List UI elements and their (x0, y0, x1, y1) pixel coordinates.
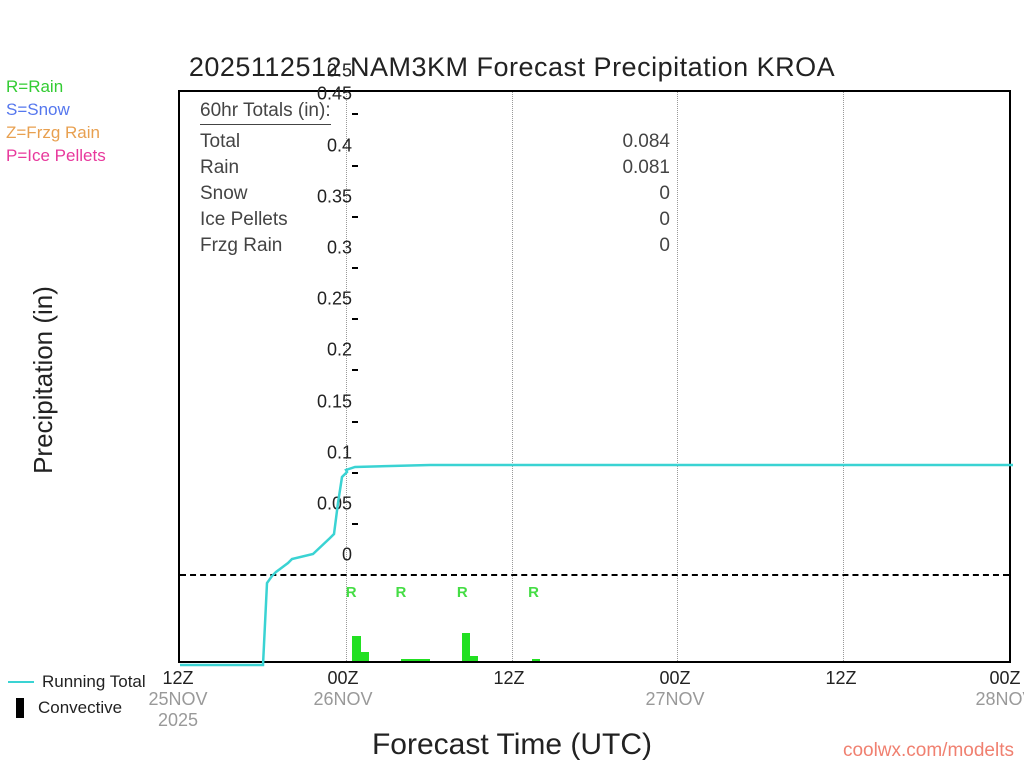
legend-item-convective: Convective (8, 698, 146, 718)
bottom-legend: Running Total Convective (8, 672, 146, 724)
convective-swatch (16, 698, 24, 718)
running-total-line (180, 92, 1013, 665)
xtick-label-3: 00Z 27NOV (620, 668, 730, 710)
xtick-label-5: 00Z 28NOV (950, 668, 1024, 710)
plot-area: 60hr Totals (in): Total 0.084 Rain 0.081… (178, 90, 1011, 663)
yaxis-title: Precipitation (in) (28, 286, 59, 474)
legend-rain-label: R=Rain (6, 75, 106, 98)
xtick-label-1: 00Z 26NOV (288, 668, 398, 710)
legend-snow-label: S=Snow (6, 98, 106, 121)
xtick-label-4: 12Z (786, 668, 896, 689)
watermark-text: coolwx.com/modelts (843, 740, 1014, 762)
chart-root: 2025112512 NAM3KM Forecast Precipitation… (0, 0, 1024, 768)
xtick-label-2: 12Z (454, 668, 564, 689)
symbol-legend: R=Rain S=Snow Z=Frzg Rain P=Ice Pellets (6, 75, 106, 167)
ytick-label-left-10: 0.5 (308, 61, 352, 82)
chart-title: 2025112512 NAM3KM Forecast Precipitation… (0, 52, 1024, 83)
legend-icepellets-label: P=Ice Pellets (6, 144, 106, 167)
legend-frzgrain-label: Z=Frzg Rain (6, 121, 106, 144)
legend-item-running-total: Running Total (8, 672, 146, 692)
running-total-swatch (8, 681, 34, 683)
